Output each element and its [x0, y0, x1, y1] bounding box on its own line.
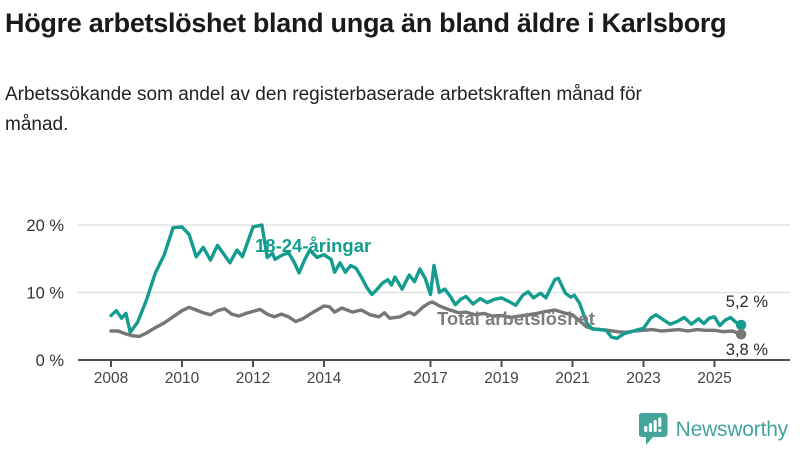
end-value-label-total: 3,8 %	[726, 341, 769, 359]
unemployment-line-chart: 0 % 10 % 20 % 2008 2010 2012 2014 2017 2019 2021 2…	[26, 217, 790, 387]
y-axis-tick-label: 20 %	[26, 217, 64, 235]
chart-header: Högre arbetslöshet bland unga än bland ä…	[5, 6, 785, 140]
x-axis-tick-label: 2012	[236, 370, 270, 387]
y-axis-tick-label: 10 %	[26, 285, 64, 303]
x-axis-tick-label: 2019	[484, 370, 518, 387]
series-line-total	[109, 300, 743, 339]
x-axis-tick-label: 2025	[697, 370, 731, 387]
y-axis-tick-label: 0 %	[36, 352, 65, 370]
chart-figure: 0 % 10 % 20 % 2008 2010 2012 2014 2017 2019 2021 2…	[0, 195, 800, 405]
x-axis-tick-label: 2014	[307, 370, 342, 387]
footer: Newsworthy	[638, 413, 789, 446]
newsworthy-logo-text: Newsworthy	[675, 417, 789, 441]
series-line-young	[109, 223, 743, 341]
x-axis-tick-label: 2021	[555, 370, 589, 387]
x-axis-tick-label: 2017	[413, 370, 447, 387]
series-end-dot-total	[735, 329, 747, 340]
x-axis-tick-label: 2010	[165, 370, 200, 387]
chart-title: Högre arbetslöshet bland unga än bland ä…	[5, 8, 727, 38]
series-label-young: 18-24-åringar	[255, 235, 371, 256]
series-label-total: Total arbetslöshet	[437, 308, 595, 329]
x-axis-tick-label: 2023	[626, 370, 660, 387]
chart-subtitle: Arbetssökande som andel av den registerb…	[5, 84, 642, 135]
end-value-label-young: 5,2 %	[726, 293, 769, 311]
series-end-dot-young	[735, 319, 747, 331]
newsworthy-logo-icon	[638, 413, 668, 445]
x-axis-tick-label: 2008	[94, 370, 128, 387]
